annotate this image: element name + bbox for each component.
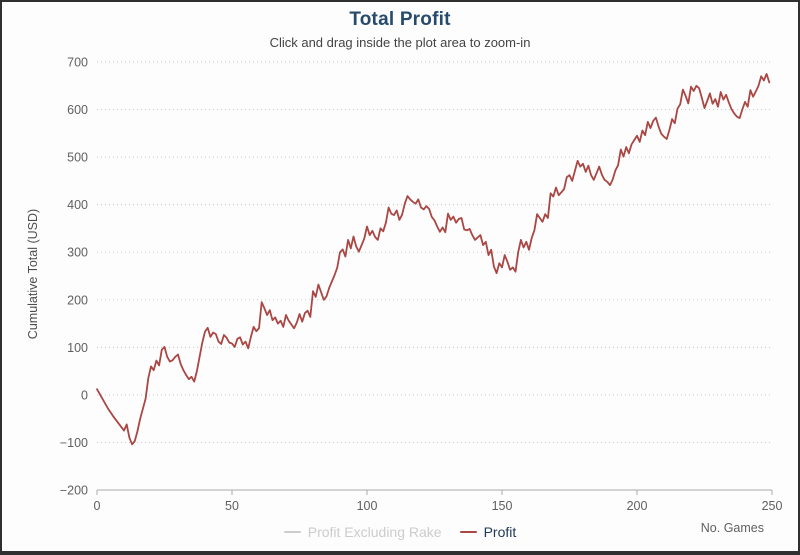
x-axis-tick-label: 50 (225, 499, 239, 513)
legend: Profit Excluding Rake Profit (2, 524, 798, 540)
profit-series-line (96, 73, 771, 446)
y-axis-tick-label: 600 (67, 103, 88, 117)
x-axis-tick-label: 250 (762, 499, 783, 513)
x-axis-tick-label: 0 (94, 499, 101, 513)
chart-title: Total Profit (349, 9, 451, 30)
legend-marker-profit-icon (459, 531, 477, 533)
x-axis-tick-label: 100 (357, 499, 378, 513)
legend-label-profit: Profit (483, 524, 517, 540)
legend-marker-profit-excluding-rake-icon (283, 531, 301, 533)
y-axis-tick-label: 500 (67, 151, 88, 165)
y-axis-tick-label: −100 (60, 436, 88, 450)
legend-item-profit[interactable]: Profit (459, 524, 517, 540)
y-axis-tick-label: 200 (67, 293, 88, 307)
x-axis-title: No. Games (700, 521, 764, 535)
plot-area[interactable] (97, 62, 772, 490)
y-axis-tick-label: 100 (67, 341, 88, 355)
y-axis-tick-label: 700 (67, 56, 88, 70)
legend-item-profit-excluding-rake[interactable]: Profit Excluding Rake (283, 524, 442, 540)
x-axis-tick-label: 200 (627, 499, 648, 513)
y-axis-tick-label: −200 (60, 484, 88, 498)
chart-subtitle: Click and drag inside the plot area to z… (269, 35, 531, 50)
legend-label-profit-excluding-rake: Profit Excluding Rake (307, 524, 442, 540)
y-axis-tick-label: 300 (67, 246, 88, 260)
y-axis-tick-label: 400 (67, 198, 88, 212)
y-axis-tick-label: 0 (81, 388, 88, 402)
x-axis-tick-label: 150 (492, 499, 513, 513)
